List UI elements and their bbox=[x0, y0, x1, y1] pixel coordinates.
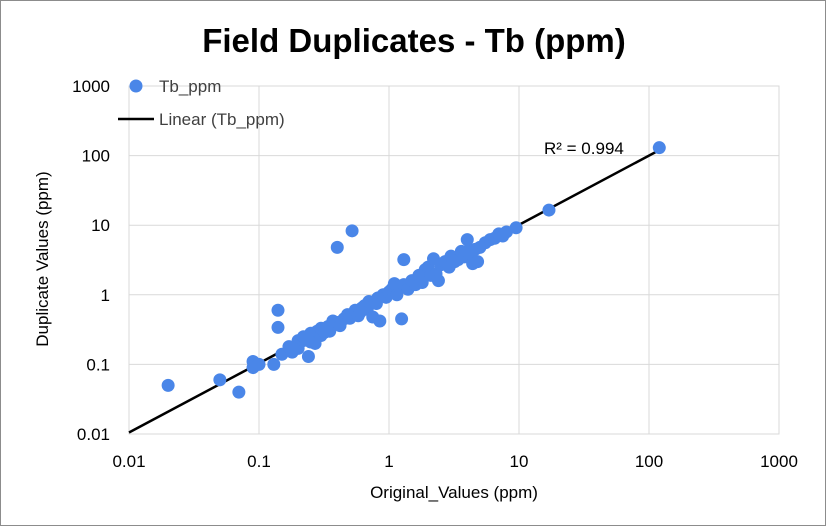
data-point bbox=[252, 357, 266, 371]
legend-entry-trendline: Linear (Tb_ppm) bbox=[159, 110, 285, 129]
data-point bbox=[323, 324, 337, 338]
x-tick-label: 0.1 bbox=[247, 452, 271, 471]
x-tick-label: 1000 bbox=[760, 452, 798, 471]
data-point bbox=[373, 314, 387, 328]
y-axis-tick-labels: 0.01 0.1 1 10 100 1000 bbox=[72, 77, 110, 444]
plot-area-border bbox=[128, 85, 780, 435]
data-point bbox=[509, 221, 523, 235]
data-point bbox=[542, 203, 556, 217]
y-axis-title: Duplicate Values (ppm) bbox=[33, 171, 52, 346]
y-tick-label: 100 bbox=[82, 147, 110, 166]
x-tick-label: 0.01 bbox=[112, 452, 145, 471]
r-squared-annotation: R² = 0.994 bbox=[544, 139, 624, 158]
x-axis-title: Original_Values (ppm) bbox=[370, 483, 538, 502]
data-point bbox=[271, 320, 285, 334]
data-point bbox=[395, 312, 409, 326]
y-tick-label: 0.01 bbox=[77, 425, 110, 444]
data-point bbox=[431, 274, 445, 288]
x-tick-label: 100 bbox=[635, 452, 663, 471]
data-point bbox=[301, 349, 315, 363]
data-point bbox=[213, 373, 227, 387]
legend-marker-icon bbox=[129, 79, 143, 93]
y-tick-label: 0.1 bbox=[86, 355, 110, 374]
data-point bbox=[232, 385, 246, 399]
data-points bbox=[161, 141, 666, 399]
data-point bbox=[652, 141, 666, 155]
data-point bbox=[161, 378, 175, 392]
chart-title: Field Duplicates - Tb (ppm) bbox=[202, 22, 626, 59]
data-point bbox=[415, 276, 429, 290]
legend: Tb_ppm Linear (Tb_ppm) bbox=[118, 77, 285, 129]
y-tick-label: 10 bbox=[91, 216, 110, 235]
x-axis-tick-labels: 0.01 0.1 1 10 100 1000 bbox=[112, 452, 797, 471]
data-point bbox=[330, 240, 344, 254]
data-point bbox=[271, 303, 285, 317]
data-point bbox=[345, 224, 359, 238]
x-tick-label: 10 bbox=[510, 452, 529, 471]
data-point bbox=[460, 233, 474, 247]
legend-entry-scatter: Tb_ppm bbox=[159, 77, 221, 96]
x-tick-label: 1 bbox=[384, 452, 393, 471]
data-point bbox=[471, 255, 485, 269]
y-tick-label: 1000 bbox=[72, 77, 110, 96]
y-tick-label: 1 bbox=[101, 286, 110, 305]
data-point bbox=[499, 225, 513, 239]
data-point bbox=[397, 253, 411, 267]
data-point bbox=[267, 357, 281, 371]
